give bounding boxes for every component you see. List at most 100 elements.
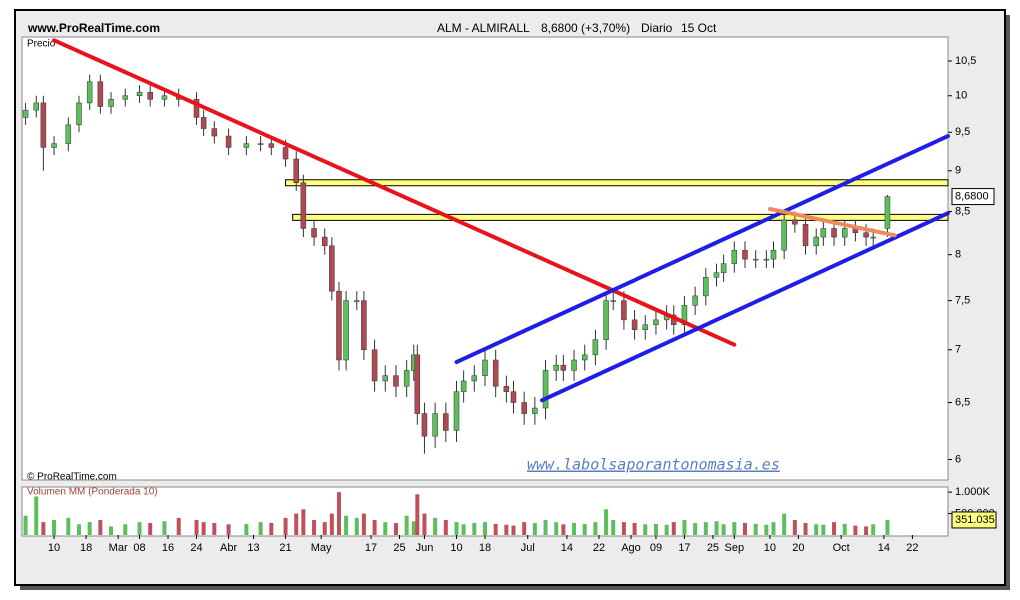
volume-bar: [226, 524, 231, 535]
volume-bar: [714, 521, 719, 535]
candle-body: [453, 391, 460, 431]
candle-body: [393, 375, 399, 387]
volume-bar: [411, 521, 416, 535]
candle-body: [631, 319, 638, 330]
volume-bar: [312, 520, 317, 535]
candle-body: [713, 272, 720, 278]
volume-bar: [842, 523, 847, 535]
x-tick-label: 13: [247, 542, 259, 554]
candle-body: [553, 364, 559, 371]
y-tick-label: 10: [955, 90, 967, 102]
volume-bar: [23, 515, 28, 535]
volume-bar: [415, 494, 420, 535]
trend-line: [454, 134, 950, 365]
candle-body: [521, 402, 527, 414]
x-tick-label: Mar: [109, 542, 128, 554]
candle-body: [681, 305, 688, 326]
candle-body: [108, 99, 114, 107]
last-price-label: 8,6800: [955, 190, 989, 202]
volume-bar: [643, 524, 648, 535]
volume-bar: [522, 522, 527, 535]
trend-line: [767, 206, 897, 238]
candle-body: [742, 249, 748, 260]
candle-body: [820, 228, 827, 238]
x-tick-label: 14: [878, 542, 890, 554]
candle-body: [653, 319, 659, 326]
candle-body: [200, 117, 207, 129]
x-tick-label: 18: [479, 542, 491, 554]
candle-body: [293, 158, 299, 184]
volume-bar: [771, 522, 776, 535]
candle-body: [329, 245, 335, 292]
x-tick-label: Sep: [725, 542, 745, 554]
x-tick-label: 16: [162, 542, 174, 554]
date: 15 Oct: [681, 21, 717, 35]
volume-bar: [504, 524, 509, 535]
volume-bar: [244, 523, 249, 535]
trend-line: [539, 211, 950, 403]
volume-bar: [483, 522, 487, 535]
candle-body: [720, 263, 727, 273]
volume-bar: [123, 524, 128, 535]
candle-body: [225, 135, 232, 148]
y-label: Precio: [27, 39, 56, 50]
volume-bar: [611, 520, 616, 535]
volume-bar: [52, 520, 57, 535]
volume-bar: [329, 513, 334, 535]
volume-bar: [853, 525, 858, 535]
candle-body: [592, 339, 599, 356]
y-tick-label: 7: [955, 344, 961, 356]
candle-body: [781, 219, 787, 251]
last-price-box: [951, 188, 995, 206]
volume-bar: [604, 509, 609, 535]
volume-bar: [404, 515, 409, 535]
candle-body: [421, 413, 428, 437]
volume-bar: [336, 492, 341, 535]
volume-bar: [162, 521, 167, 535]
candle-body: [482, 359, 488, 376]
candle-body: [193, 99, 200, 118]
candle-body: [542, 370, 549, 409]
x-tick-label: 20: [792, 542, 804, 554]
candle-body: [863, 232, 869, 238]
y-tick-label: 10,5: [955, 55, 976, 67]
x-tick-label: 10: [48, 542, 60, 554]
volume-bar: [361, 513, 366, 535]
candle-body: [22, 109, 29, 118]
x-tick-label: Ago: [621, 542, 641, 554]
x-tick-label: 18: [80, 542, 92, 554]
volume-bar: [258, 522, 263, 535]
period: Diario: [641, 21, 673, 35]
candle-body: [471, 375, 478, 382]
volume-bar: [34, 496, 39, 535]
volume-bar: [472, 523, 477, 535]
x-tick-label: Jul: [521, 542, 535, 554]
candle-body: [571, 359, 577, 371]
volume-bar: [194, 520, 199, 535]
quote: 8,6800 (+3,70%): [541, 21, 630, 35]
volume-bar: [98, 520, 103, 535]
level-band: [292, 213, 949, 221]
volume-bar: [201, 522, 206, 535]
chart-title: ALM - ALMIRALL: [437, 21, 530, 35]
candle-body: [354, 300, 360, 302]
candle-body: [432, 413, 438, 437]
volume-bar: [354, 517, 359, 535]
volume-bar: [554, 522, 559, 535]
x-tick-label: 14: [561, 542, 573, 554]
volume-bar: [461, 524, 466, 535]
volume-bar: [653, 523, 658, 535]
volume-bar: [66, 517, 71, 535]
candle-body: [336, 290, 342, 361]
x-tick-label: 22: [593, 542, 605, 554]
trend-line: [52, 38, 737, 347]
volume-bar: [393, 523, 398, 535]
candle-body: [884, 196, 891, 229]
x-tick-label: 17: [678, 542, 690, 554]
volume-bar: [864, 526, 869, 535]
volume-title: Volumen MM (Ponderada 10): [27, 487, 158, 498]
candle-body: [414, 354, 421, 414]
last-volume-box: [951, 511, 997, 529]
candle-body: [40, 102, 47, 148]
